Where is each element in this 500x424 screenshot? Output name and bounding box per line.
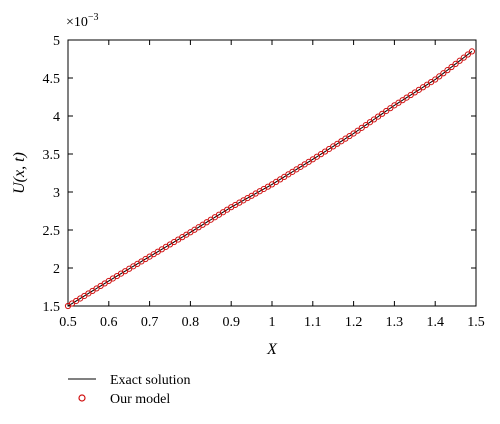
y-axis-multiplier: ×10−3 (66, 12, 99, 30)
series-our-model-point (358, 124, 365, 131)
series-our-model-point (370, 116, 378, 123)
legend-our-model-swatch (78, 394, 86, 402)
axis-ticks (67, 39, 477, 307)
y-tick-label: 1.5 (43, 300, 61, 315)
series-our-model-point (436, 73, 443, 80)
legend-exact-solution-label: Exact solution (110, 373, 191, 388)
legend: Exact solution Our model (68, 373, 191, 407)
y-tick-label: 4.5 (43, 72, 61, 87)
series-exact-solution-line (67, 51, 473, 307)
series-our-model-point (374, 113, 382, 120)
x-tick-label: 0.5 (59, 315, 77, 330)
y-tick-label: 3.5 (43, 148, 61, 163)
series-our-model-point (452, 60, 459, 68)
series-our-model-point (464, 51, 471, 58)
series-our-model-point (383, 107, 390, 115)
x-tick-label: 1.3 (386, 315, 404, 330)
series-our-model-point (440, 70, 447, 77)
series-our-model-point (444, 67, 451, 74)
series-our-model-point (448, 63, 455, 71)
series-layer (64, 48, 476, 310)
y-axis-label: U(x, t) (11, 152, 28, 194)
x-axis-label: X (266, 341, 278, 358)
y-tick-label: 2 (53, 262, 60, 277)
series-our-model-point (350, 130, 357, 137)
legend-our-model-label: Our model (110, 392, 170, 407)
x-tick-label: 0.6 (100, 315, 118, 330)
series-our-model-point (379, 110, 386, 117)
x-tick-label: 1.4 (426, 315, 444, 330)
x-tick-label: 0.7 (141, 315, 159, 330)
y-tick-label: 4 (53, 110, 60, 125)
series-our-model-point (432, 76, 439, 83)
x-tick-label: 1.2 (345, 315, 363, 330)
series-our-model-point (460, 54, 467, 61)
series-our-model-point (366, 119, 374, 126)
y-tick-label: 3 (53, 186, 60, 201)
series-our-model-point (387, 105, 394, 112)
x-tick-label: 1 (269, 315, 276, 330)
y-tick-label: 5 (53, 34, 60, 49)
y-tick-label: 2.5 (43, 224, 61, 239)
x-tick-label: 1.5 (467, 315, 485, 330)
tick-labels: 0.5 0.6 0.7 0.8 0.9 1 1.1 1.2 1.3 1.4 1.5 1.5 2 2.5 3 3… (43, 34, 485, 330)
x-tick-label: 1.1 (304, 315, 322, 330)
series-our-model-point (362, 121, 369, 129)
series-our-model-point (456, 57, 463, 64)
x-tick-label: 0.8 (182, 315, 200, 330)
x-tick-label: 0.9 (222, 315, 240, 330)
series-our-model-point (354, 127, 361, 134)
series-our-model-point (468, 48, 476, 55)
